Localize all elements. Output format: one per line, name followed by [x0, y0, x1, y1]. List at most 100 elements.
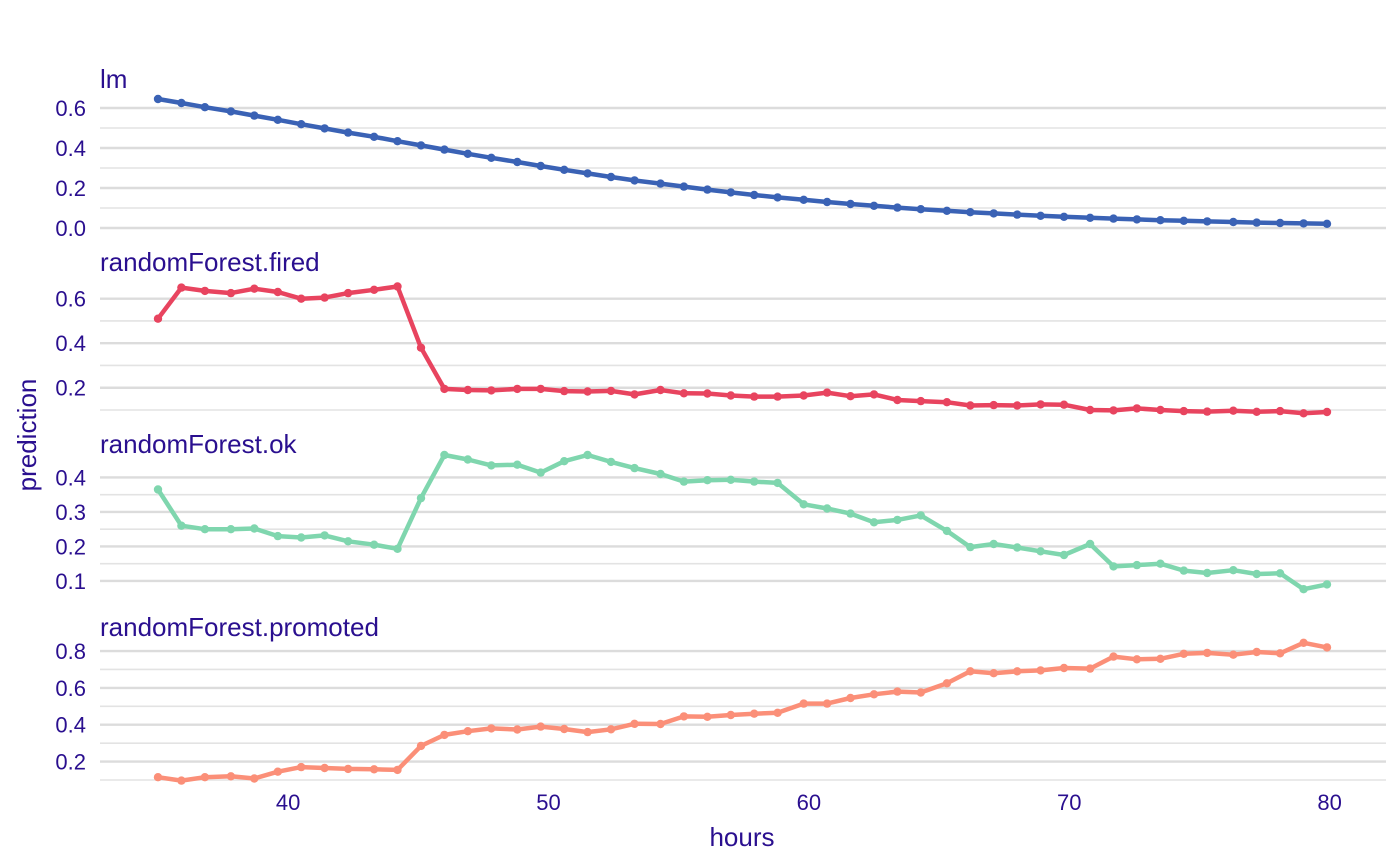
data-point — [560, 457, 569, 466]
data-point — [273, 767, 282, 776]
data-point — [726, 710, 735, 720]
data-point — [487, 461, 496, 470]
data-point — [1275, 406, 1285, 416]
data-point — [679, 182, 689, 191]
series-line — [155, 96, 1330, 227]
data-point — [513, 460, 522, 469]
data-point — [822, 388, 832, 397]
data-point — [273, 115, 282, 125]
y-tick-label: 0.4 — [55, 136, 86, 161]
y-tick-label: 0.6 — [55, 96, 86, 121]
data-point — [773, 708, 782, 717]
data-point — [799, 195, 808, 204]
y-tick-label: 0.6 — [55, 287, 86, 312]
y-tick-label: 0.3 — [55, 500, 86, 525]
data-point — [320, 531, 329, 540]
data-point — [1322, 643, 1332, 652]
data-point — [463, 727, 472, 736]
data-point — [560, 165, 569, 174]
data-point — [1156, 216, 1165, 225]
data-point — [726, 391, 735, 400]
data-point — [583, 450, 592, 460]
data-point — [1036, 400, 1045, 409]
data-point — [822, 504, 832, 513]
data-point — [773, 193, 782, 202]
data-point — [1085, 539, 1095, 549]
data-point — [369, 285, 379, 294]
data-point — [606, 386, 616, 396]
data-point — [440, 384, 449, 394]
data-point — [726, 188, 735, 197]
data-point — [250, 524, 259, 533]
data-point — [536, 468, 545, 477]
data-point — [1252, 218, 1261, 227]
y-tick-label: 0.4 — [55, 331, 86, 356]
panel-title: randomForest.ok — [100, 429, 298, 459]
data-point — [656, 179, 665, 188]
data-point — [320, 293, 329, 302]
data-point — [226, 288, 236, 298]
data-point — [369, 132, 379, 141]
data-point — [1275, 649, 1285, 658]
data-point — [893, 395, 902, 405]
data-point — [1179, 649, 1189, 658]
data-point — [226, 525, 236, 534]
data-point — [703, 712, 712, 721]
data-point — [679, 712, 689, 721]
panel-2: 0.6 0.4 0.2 randomForest.fired — [55, 247, 1386, 418]
data-point — [1252, 407, 1261, 416]
data-point — [440, 730, 449, 740]
y-axis-title: prediction — [12, 379, 42, 492]
data-point — [1203, 648, 1212, 658]
data-point — [893, 203, 902, 212]
x-tick-label: 80 — [1317, 790, 1341, 815]
y-tick-label: 0.1 — [55, 569, 86, 594]
data-point — [656, 469, 665, 479]
data-point — [822, 197, 832, 207]
data-point — [583, 727, 592, 737]
data-point — [1203, 407, 1212, 416]
data-point — [750, 477, 759, 486]
data-point — [606, 725, 616, 734]
data-point — [799, 699, 808, 708]
data-point — [536, 384, 545, 394]
data-point — [1085, 405, 1095, 415]
data-point — [177, 98, 186, 108]
data-point — [822, 699, 832, 708]
data-point — [703, 389, 712, 398]
data-point — [846, 392, 855, 401]
data-point — [297, 120, 306, 129]
data-point — [393, 137, 402, 146]
y-tick-label: 0.6 — [55, 676, 86, 701]
data-point — [703, 185, 712, 194]
panel-title: randomForest.fired — [100, 247, 320, 277]
data-point — [966, 208, 975, 217]
panel-4: 0.8 0.6 0.4 0.2 randomForest.promoted — [55, 612, 1386, 785]
data-point — [416, 741, 426, 751]
data-point — [942, 206, 952, 215]
data-point — [1275, 569, 1285, 578]
data-point — [1036, 666, 1045, 675]
data-point — [679, 477, 689, 486]
y-tick-label: 0.2 — [55, 176, 86, 201]
data-point — [1013, 543, 1022, 552]
data-point — [463, 385, 472, 395]
series-line — [155, 284, 1330, 416]
x-tick-label: 70 — [1057, 790, 1081, 815]
data-point — [799, 500, 808, 509]
data-point — [560, 724, 569, 734]
y-tick-label: 0.2 — [55, 534, 86, 559]
data-point — [463, 149, 472, 158]
data-point — [846, 509, 855, 518]
data-point — [1013, 667, 1022, 676]
data-point — [1085, 664, 1095, 673]
data-point — [1229, 650, 1238, 659]
data-point — [630, 176, 639, 185]
data-point — [606, 172, 616, 182]
data-point — [393, 544, 402, 553]
data-point — [1036, 547, 1045, 556]
data-point — [630, 390, 639, 399]
data-point — [393, 765, 402, 775]
data-point — [1179, 566, 1189, 575]
data-point — [703, 476, 712, 485]
